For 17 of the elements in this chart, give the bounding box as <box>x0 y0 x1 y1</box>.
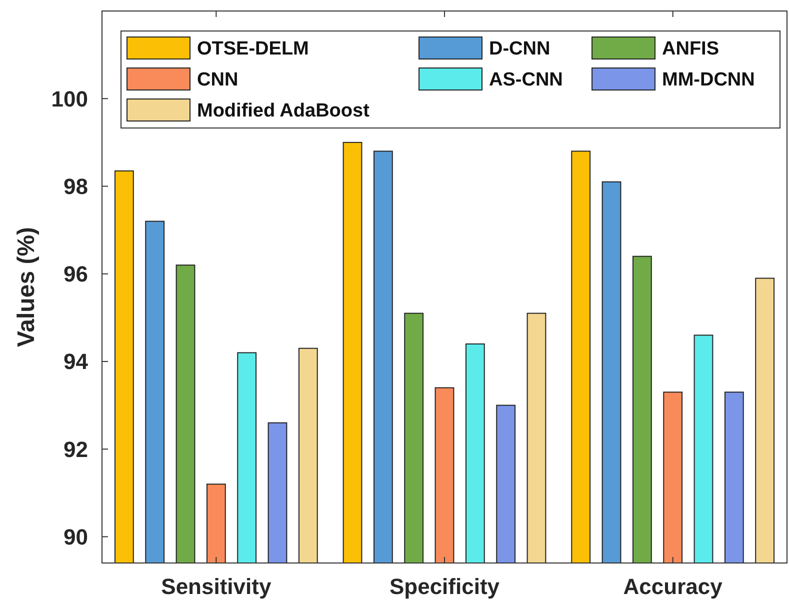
legend-label: ANFIS <box>662 38 719 60</box>
y-tick-label: 94 <box>64 349 89 374</box>
y-axis-title: Values (%) <box>13 226 40 348</box>
legend-label: OTSE-DELM <box>197 38 309 60</box>
legend-label: AS-CNN <box>489 70 563 91</box>
y-tick-label: 92 <box>64 436 88 462</box>
legend-label: MM-DCNN <box>662 70 755 91</box>
y-tick-label: 98 <box>64 174 88 199</box>
legend-label: D-CNN <box>489 38 550 60</box>
legend-label: Modified AdaBoost <box>197 100 370 122</box>
legend-label: CNN <box>197 70 238 91</box>
x-tick-label: Sensitivity <box>161 574 272 599</box>
y-tick-label: 100 <box>51 86 88 112</box>
y-tick-label: 96 <box>64 262 88 287</box>
x-tick-label: Specificity <box>389 574 500 599</box>
y-tick-label: 90 <box>64 524 88 550</box>
x-tick-label: Accuracy <box>623 574 724 599</box>
